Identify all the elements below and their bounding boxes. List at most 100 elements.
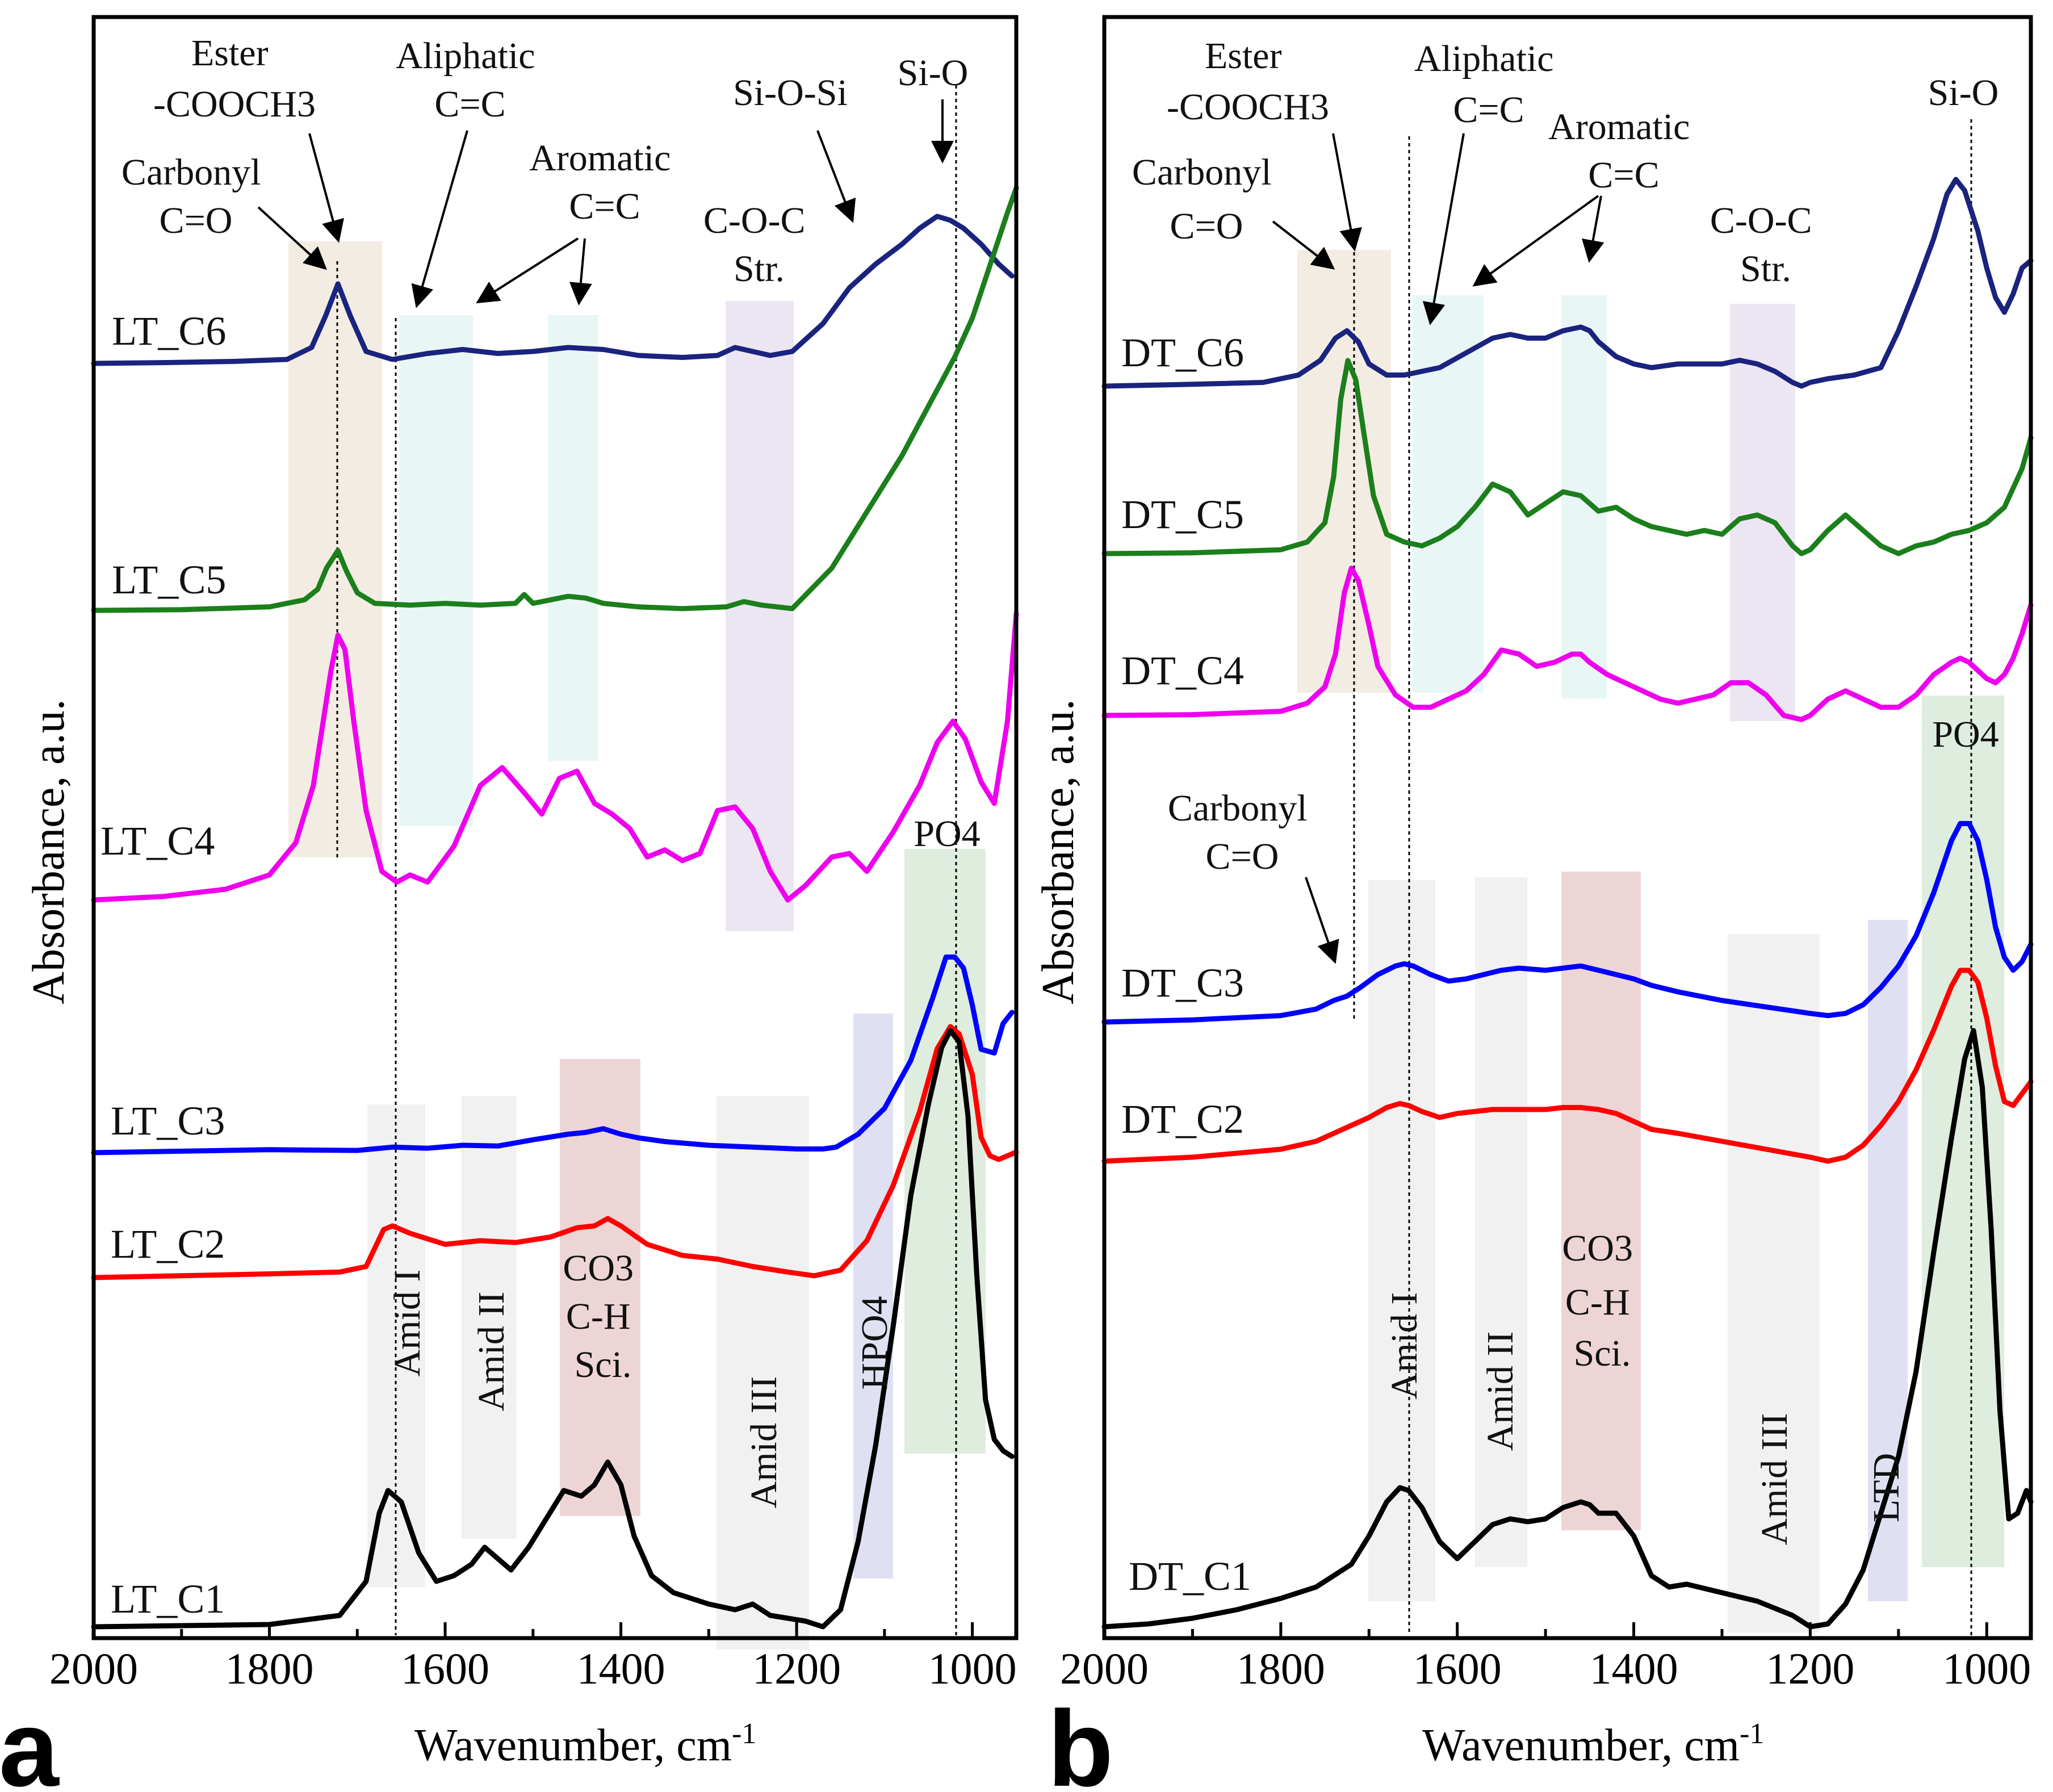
panel-a-x-title-text: Wavenumber, cm xyxy=(414,1720,732,1770)
x-tick-label-2000: 2000 xyxy=(1060,1644,1149,1693)
annotation-carbonyl-b-line-2: C=O xyxy=(1170,206,1243,247)
annotation-amid-2: Amid II xyxy=(471,1292,512,1412)
annotation-carbonyl-b2: Carbonyl C=O xyxy=(1168,788,1317,877)
annotation-coc-line-2: Str. xyxy=(734,248,785,290)
annotation-aliphatic-b-line-2: C=C xyxy=(1453,89,1524,131)
panel-b-x-title-sup: -1 xyxy=(1740,1718,1764,1750)
annotation-co3-b-line-2: C-H xyxy=(1565,1282,1630,1323)
annotation-coc: C-O-C Str. xyxy=(703,200,815,290)
label-dt-c5: DT_C5 xyxy=(1121,492,1244,537)
arrow-aliphatic-b xyxy=(1422,133,1465,325)
panel-a-curves xyxy=(91,185,1019,1630)
band-amid-2 xyxy=(462,1096,517,1539)
band-coc xyxy=(726,301,794,931)
annotation-carbonyl-b: Carbonyl C=O xyxy=(1132,152,1281,247)
annotation-amid-1-b-line-1: Amid I xyxy=(1384,1292,1425,1400)
annotation-aliphatic-line-2: C=C xyxy=(434,83,505,125)
arrow-carbonyl-b2 xyxy=(1305,877,1339,964)
annotation-si-o-si: Si-O-Si xyxy=(733,72,848,114)
annotation-po4-line-1: PO4 xyxy=(914,813,980,855)
annotation-aromatic-line-2: C=C xyxy=(569,186,640,227)
annotation-ester-line-1: Ester xyxy=(191,32,269,74)
annotation-co3-line-3: Sci. xyxy=(575,1344,632,1385)
annotation-po4-b-line-1: PO4 xyxy=(1932,714,1998,755)
arrow-aromatic-2 xyxy=(569,238,592,305)
label-lt-c6: LT_C6 xyxy=(112,308,226,354)
annotation-si-o-b: Si-O xyxy=(1928,72,1999,114)
label-dt-c2: DT_C2 xyxy=(1121,1096,1244,1142)
arrow-aromatic-1 xyxy=(476,237,579,304)
annotation-coc-b-line-2: Str. xyxy=(1740,248,1791,290)
panel-b-y-title: Absorbance, a.u. xyxy=(1033,699,1083,1004)
annotation-si-o-line-1: Si-O xyxy=(898,52,969,94)
panel-a: LT_C6 LT_C5 LT_C4 LT_C3 LT_C2 LT_C1 Este… xyxy=(0,15,1019,1792)
band-aliphatic-2 xyxy=(430,315,473,826)
panel-b-bands xyxy=(1297,250,2004,1632)
arrow-si-o-si xyxy=(816,130,856,223)
x-tick-label-1000: 1000 xyxy=(928,1644,1017,1693)
annotation-amid-3-b-line-1: Amid III xyxy=(1754,1413,1795,1546)
x-tick-label-1800: 1800 xyxy=(225,1644,314,1693)
band-aromatic xyxy=(548,315,598,761)
annotation-aliphatic-b: Aliphatic C=C xyxy=(1414,38,1563,131)
annotation-carbonyl-line-1: Carbonyl xyxy=(121,152,261,193)
annotation-si-o-b-line-1: Si-O xyxy=(1928,72,1999,114)
panel-a-x-axis: 2000 1800 1600 1400 1200 1000 xyxy=(49,1622,1017,1693)
annotation-amid-3-line-1: Amid III xyxy=(743,1376,785,1509)
annotation-ltd-b-line-1: LTD xyxy=(1866,1453,1907,1522)
panel-b-annotations: Ester -COOCH3 Carbonyl C=O Aliphatic C=C… xyxy=(1132,35,1999,1545)
panel-b-x-title-text: Wavenumber, cm xyxy=(1422,1720,1740,1770)
arrow-ester-b xyxy=(1332,133,1362,252)
annotation-carbonyl-b-line-1: Carbonyl xyxy=(1132,152,1272,193)
band-amid-2-b xyxy=(1475,877,1527,1567)
annotation-ester-b-line-2: -COOCH3 xyxy=(1167,86,1329,128)
panel-a-arrows xyxy=(257,99,954,308)
label-lt-c2: LT_C2 xyxy=(111,1221,225,1267)
band-ester xyxy=(288,241,382,857)
annotation-amid-3: Amid III xyxy=(743,1376,785,1509)
annotation-co3-line-1: CO3 xyxy=(563,1247,634,1289)
spectrum-dt-c2 xyxy=(1101,968,2034,1164)
label-lt-c1: LT_C1 xyxy=(111,1576,225,1622)
annotation-amid-2-b-line-1: Amid II xyxy=(1480,1332,1521,1451)
x-tick-label-2000: 2000 xyxy=(49,1644,138,1693)
label-lt-c4: LT_C4 xyxy=(100,818,215,864)
annotation-aromatic: Aromatic C=C xyxy=(529,137,680,227)
spectrum-lt-c5 xyxy=(91,185,1019,613)
annotation-ester-b-line-1: Ester xyxy=(1205,35,1282,77)
panel-a-frame xyxy=(91,15,1019,1640)
band-coc-b xyxy=(1730,304,1795,721)
annotation-aromatic-b-line-2: C=C xyxy=(1588,154,1659,196)
label-lt-c3: LT_C3 xyxy=(111,1098,225,1144)
panel-a-bands xyxy=(288,241,986,1649)
annotation-amid-1-line-1: Amid I xyxy=(387,1270,428,1377)
annotation-carbonyl: Carbonyl C=O xyxy=(121,152,270,241)
panel-a-x-title: Wavenumber, cm-1 xyxy=(414,1718,756,1770)
annotation-coc-b: C-O-C Str. xyxy=(1710,200,1821,290)
band-amid-3 xyxy=(717,1096,809,1649)
annotation-si-o: Si-O xyxy=(898,52,969,94)
annotation-si-o-si-line-1: Si-O-Si xyxy=(733,72,848,114)
x-tick-label-1400: 1400 xyxy=(577,1644,665,1693)
annotation-aromatic-line-1: Aromatic xyxy=(529,137,671,179)
panel-b: DT_C6 DT_C5 DT_C4 DT_C3 DT_C2 DT_C1 Este… xyxy=(1033,15,2034,1792)
x-tick-label-1400: 1400 xyxy=(1590,1644,1678,1693)
annotation-coc-line-1: C-O-C xyxy=(703,200,806,241)
annotation-carbonyl-line-2: C=O xyxy=(160,200,233,241)
band-co3-b xyxy=(1561,872,1641,1530)
annotation-aromatic-b: Aromatic C=C xyxy=(1548,106,1699,196)
spectrum-lt-c6 xyxy=(91,213,1015,366)
annotation-amid-1: Amid I xyxy=(387,1270,428,1377)
annotation-carbonyl-b2-line-2: C=O xyxy=(1206,836,1279,877)
panel-b-x-title: Wavenumber, cm-1 xyxy=(1422,1718,1764,1770)
spectrum-lt-c1 xyxy=(91,1028,1015,1630)
band-po4 xyxy=(904,849,986,1454)
arrow-aromatic-b-2 xyxy=(1582,195,1604,263)
x-tick-label-1200: 1200 xyxy=(752,1644,841,1693)
panel-a-y-title: Absorbance, a.u. xyxy=(24,699,74,1004)
annotation-carbonyl-b2-line-1: Carbonyl xyxy=(1168,788,1308,829)
annotation-hpo4: HPO4 xyxy=(854,1296,895,1389)
annotation-aliphatic: Aliphatic C=C xyxy=(396,35,544,125)
x-tick-label-1800: 1800 xyxy=(1237,1644,1325,1693)
label-dt-c3: DT_C3 xyxy=(1121,960,1244,1006)
